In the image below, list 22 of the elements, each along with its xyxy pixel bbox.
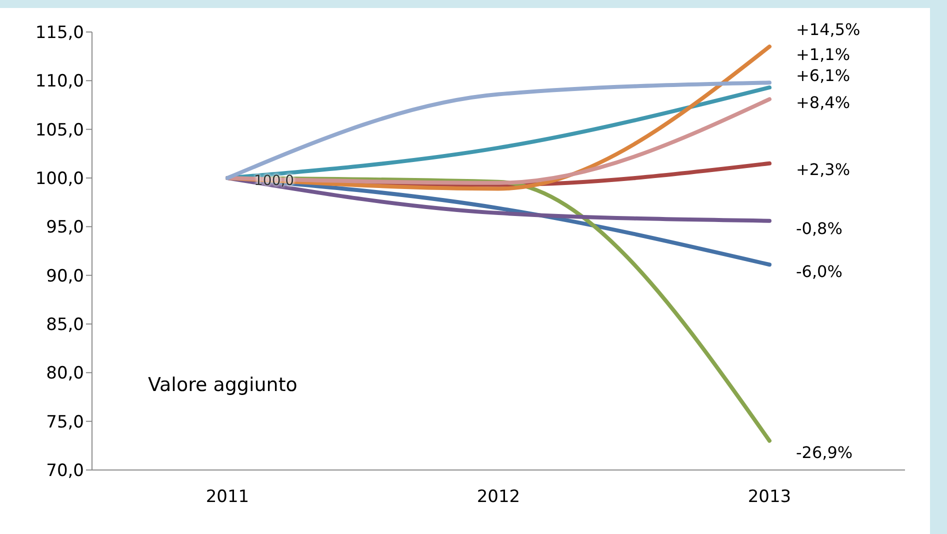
annotation: Valore aggiunto [148, 374, 298, 396]
y-tick-label: 115,0 [35, 23, 84, 44]
y-tick-label: 70,0 [46, 461, 84, 482]
y-tick-label: 110,0 [35, 72, 84, 92]
x-tick-label: 2012 [476, 487, 520, 508]
y-tick-label: 105,0 [35, 120, 84, 140]
annotation: -26,9% [796, 443, 853, 462]
annotation: +14,5% [796, 20, 860, 39]
annotation: +2,3% [796, 160, 850, 179]
annotation: +6,1% [796, 66, 850, 85]
x-tick-label: 2011 [206, 487, 250, 508]
y-tick-label: 95,0 [46, 218, 84, 238]
annotation: -0,8% [796, 219, 842, 238]
y-tick-label: 75,0 [46, 412, 84, 432]
annotation: -6,0% [796, 262, 842, 281]
annotation: +8,4% [796, 93, 850, 112]
y-tick-label: 80,0 [46, 364, 84, 384]
y-tick-label: 85,0 [46, 315, 84, 336]
x-tick-label: 2013 [748, 487, 792, 508]
y-tick-label: 90,0 [46, 266, 84, 286]
annotation: +1,1% [796, 45, 850, 64]
y-tick-label: 100,0 [35, 169, 84, 190]
